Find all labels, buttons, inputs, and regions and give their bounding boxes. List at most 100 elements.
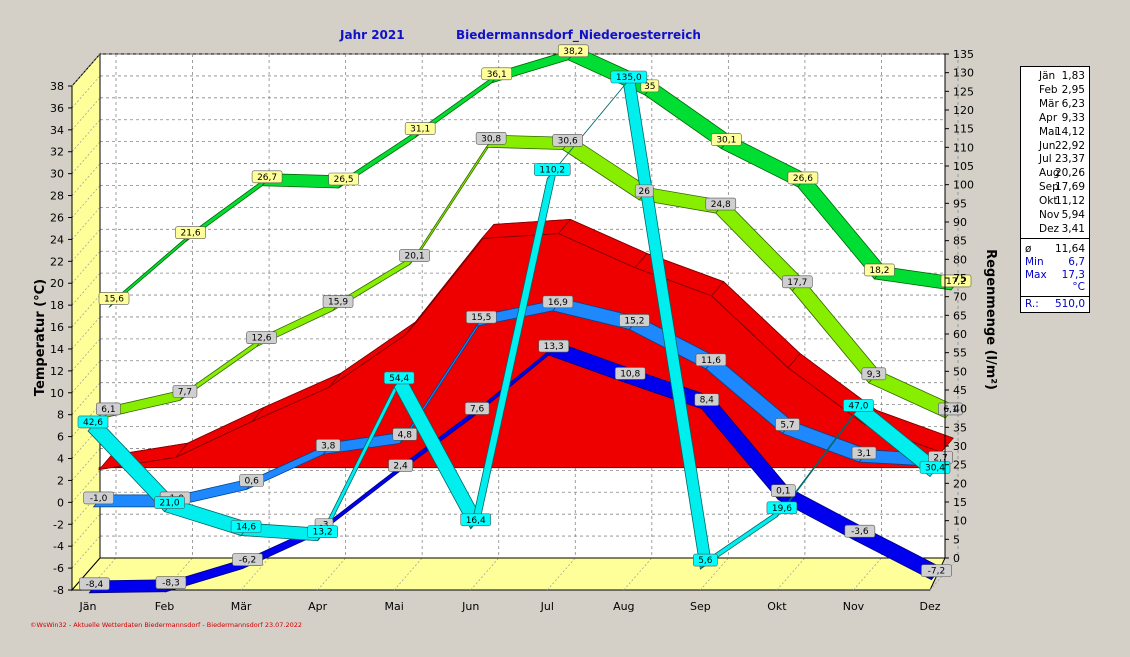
- stats-max-label: Max: [1025, 269, 1047, 281]
- x-tick-label: Dez: [919, 600, 940, 613]
- floor-gridline: [393, 557, 423, 591]
- max-abs-label: 35: [644, 82, 655, 92]
- max-abs-label: 15,6: [104, 294, 124, 304]
- floor-gridline: [776, 557, 806, 591]
- rain-label: 19,6: [772, 504, 792, 514]
- mean-label-box: [619, 314, 650, 327]
- stats-rain-label: R.:: [1025, 298, 1039, 310]
- stats-min-value: 6,7: [1068, 256, 1085, 268]
- stats-avg-value: 11,64: [1054, 243, 1085, 255]
- mean-label: 11,6: [701, 356, 721, 366]
- mean-label: -1,0: [90, 494, 108, 504]
- right-tick-label: 105: [953, 160, 974, 173]
- floor-gridline: [87, 557, 117, 591]
- max-abs-label-box: [98, 292, 130, 305]
- right-tick-label: 75: [953, 272, 967, 285]
- mean-max-label-box: [634, 184, 654, 198]
- right-tick-label: 70: [953, 291, 967, 304]
- max-abs-label-box: [864, 263, 895, 277]
- left-wall-gridline: [71, 53, 101, 87]
- left-tick-label: 38: [50, 80, 64, 93]
- left-tick-label: -2: [53, 518, 64, 531]
- x-tick-label: Mai: [385, 600, 404, 613]
- left-wall-gridline: [71, 492, 101, 525]
- left-tick-label: 16: [50, 321, 64, 334]
- left-wall-gridline: [71, 513, 101, 547]
- stats-month-value: 22,92: [1054, 139, 1085, 152]
- right-tick-label: 40: [953, 403, 967, 416]
- left-wall-gridline: [71, 338, 101, 372]
- left-wall: [71, 52, 101, 592]
- stats-max-row: Max 17,3: [1025, 269, 1087, 283]
- mean-min-label-box: [844, 524, 876, 538]
- mean-max-label-box: [475, 131, 507, 145]
- right-tick-label: 115: [953, 123, 974, 136]
- mean-min-label-box: [155, 576, 187, 589]
- mean-max-label: 30,6: [558, 136, 578, 146]
- max-abs-label-box: [481, 67, 513, 81]
- mean-min-label: -7,2: [928, 567, 946, 577]
- stats-month-label: Dez: [1039, 222, 1060, 235]
- mean-min-label: 10,8: [620, 369, 640, 379]
- right-tick-label: 100: [953, 179, 974, 192]
- left-wall-gridline: [71, 75, 101, 109]
- mean-min-label: -3,6: [851, 527, 869, 537]
- mean-label-box: [239, 474, 264, 487]
- mean-min-label-box: [771, 484, 796, 497]
- left-axis-label: Temperatur (°C): [33, 278, 49, 397]
- mean-max-label-box: [705, 197, 737, 211]
- mean-max-label: 6,1: [101, 405, 115, 415]
- rain-label: 54,4: [389, 374, 409, 384]
- mean-max-label-box: [96, 402, 121, 416]
- stats-month-label: Okt: [1039, 195, 1058, 208]
- floor-gridline: [547, 557, 576, 591]
- floor-gridline: [164, 557, 193, 591]
- rain-label-box: [77, 415, 109, 429]
- max-abs-label-box: [251, 170, 283, 184]
- stats-month-label: Jun: [1039, 139, 1056, 152]
- rain-label-box: [843, 399, 874, 412]
- right-tick-label: 45: [953, 384, 967, 397]
- left-tick-label: 36: [50, 102, 64, 115]
- right-tick-label: 95: [953, 197, 967, 210]
- chart-year-title: Jahr 2021: [340, 28, 405, 42]
- left-tick-label: 32: [50, 146, 64, 159]
- right-axis-label: Regenmenge (l/m²): [982, 249, 998, 390]
- left-wall-gridline: [71, 470, 101, 503]
- left-tick-label: -8: [53, 584, 64, 597]
- left-tick-label: 18: [50, 299, 64, 312]
- rain-label: 42,6: [83, 418, 103, 428]
- left-wall-gridline: [71, 382, 101, 415]
- max-abs-label: 30,1: [716, 136, 736, 146]
- mean-min-label-box: [232, 553, 263, 566]
- right-tick-label: 90: [953, 216, 967, 229]
- x-tick-label: Jul: [540, 600, 554, 613]
- mean-max-label: 24,8: [711, 200, 731, 210]
- left-tick-label: -6: [53, 562, 64, 575]
- x-tick-label: Jän: [79, 600, 97, 613]
- stats-month-row: Sep 17,69: [1025, 181, 1087, 195]
- rain-label: 47,0: [848, 402, 868, 412]
- stats-month-row: Dez 3,41: [1025, 223, 1087, 237]
- mean-max-label-box: [172, 385, 198, 398]
- left-wall-gridline: [71, 250, 101, 284]
- rain-label-box: [307, 525, 338, 539]
- rain-label-box: [693, 553, 718, 567]
- mean-max-label: 6,1: [943, 405, 957, 415]
- floor-gridline: [853, 557, 882, 591]
- mean-max-label: 9,3: [867, 370, 881, 380]
- right-tick-label: 135: [953, 48, 974, 61]
- left-wall-gridline: [71, 426, 101, 459]
- left-tick-label: -4: [53, 540, 64, 553]
- stats-month-row: Mär 6,23: [1025, 98, 1087, 112]
- stats-avg-label: ø: [1025, 243, 1032, 255]
- stats-min-label: Min: [1025, 256, 1044, 268]
- x-tick-label: Jun: [461, 600, 479, 613]
- right-tick-label: 25: [953, 459, 967, 472]
- stats-month-label: Apr: [1039, 111, 1058, 124]
- mean-max-label-box: [552, 134, 583, 147]
- rain-label-box: [919, 461, 951, 474]
- right-tick-label: 30: [953, 440, 967, 453]
- mean-label: 0,6: [245, 476, 260, 486]
- mean-min-label: 8,4: [700, 396, 715, 406]
